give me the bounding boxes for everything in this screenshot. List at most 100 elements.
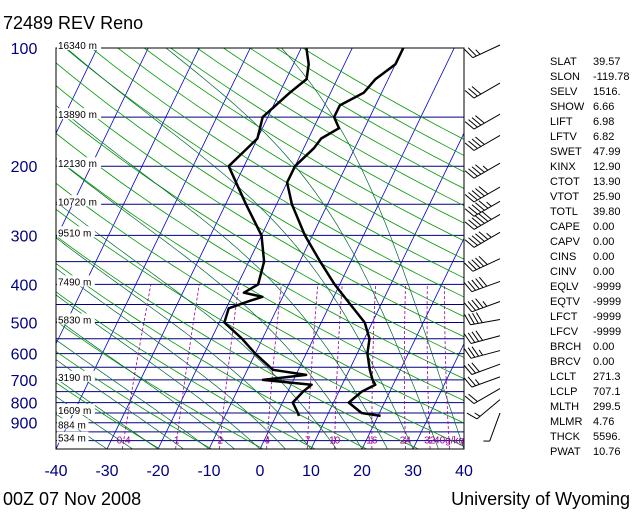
pressure-tick-label: 600 [11, 347, 38, 364]
index-value: 4.76 [593, 416, 615, 428]
wind-barb [464, 211, 501, 230]
barb-staff [470, 335, 501, 344]
index-value: 5596. [593, 431, 621, 443]
barb-half-flag [475, 379, 480, 385]
index-value: 0.00 [593, 356, 615, 368]
moist-adiabat [56, 201, 337, 449]
index-key: TOTL [550, 206, 578, 218]
plot-frame [55, 47, 465, 450]
isotherm-line [412, 342, 464, 449]
chart-grid [56, 48, 464, 449]
height-label: 12130 m [58, 159, 97, 170]
barb-half-flag [478, 349, 484, 356]
barb-staff [489, 412, 501, 442]
index-key: SHOW [550, 101, 585, 113]
barb-staff [473, 186, 501, 203]
barb-flag [468, 237, 478, 246]
mixing-ratio-label: 7 [305, 436, 311, 447]
index-value: 25.90 [593, 191, 621, 203]
dry-adiabat [56, 182, 464, 424]
barb-flag [464, 194, 475, 203]
index-key: BRCH [550, 341, 582, 353]
barb-flag [464, 208, 475, 217]
index-value: -9999 [593, 311, 622, 323]
index-key: BRCV [550, 356, 581, 368]
barb-flag [464, 142, 475, 151]
isotherm-line [208, 48, 404, 449]
index-value: 13.90 [593, 176, 621, 188]
mixing-ratio-line [121, 284, 152, 449]
barb-staff [473, 135, 501, 151]
barb-flag [463, 377, 473, 388]
barb-flag [475, 278, 484, 288]
height-label: 13890 m [58, 110, 97, 121]
barb-flag [468, 192, 478, 201]
barb-flag [478, 255, 488, 265]
index-value: 299.5 [593, 401, 621, 413]
mixing-ratio-line [175, 284, 200, 449]
barb-staff [473, 213, 501, 230]
barb-flag [464, 90, 475, 99]
barb-flag [478, 213, 489, 222]
barb-flag [471, 204, 482, 213]
source-label: University of Wyoming [451, 489, 630, 509]
barb-half-flag [482, 300, 488, 307]
height-label-backing [57, 195, 102, 207]
moist-adiabat [56, 377, 159, 449]
wind-barb [464, 312, 501, 326]
index-value: 6.82 [593, 131, 615, 143]
pressure-tick-label: 200 [11, 159, 38, 176]
wind-barb [463, 346, 501, 359]
barb-flag [464, 170, 475, 179]
height-label-backing [57, 418, 89, 430]
barb-flag [471, 86, 482, 95]
dry-adiabat [64, 48, 464, 298]
isotherm-line [310, 132, 464, 449]
dry-adiabat [56, 291, 316, 449]
wind-barb [464, 82, 501, 99]
barb-staff [470, 318, 501, 326]
mixing-ratio-label: 24 [400, 436, 412, 447]
barb-flag [475, 298, 484, 309]
barb-flag [471, 217, 482, 226]
barb-flag [478, 231, 489, 240]
wind-barb [464, 135, 501, 151]
barb-flag [471, 331, 480, 342]
dry-adiabat [56, 157, 464, 402]
mixing-ratio-label: 32 [424, 436, 436, 447]
barb-staff [473, 231, 501, 248]
index-key: CAPV [550, 236, 580, 248]
dry-adiabat [144, 48, 464, 242]
barb-staff [476, 399, 501, 420]
isotherm-line [157, 48, 353, 449]
barb-flag [471, 138, 482, 147]
barb-flag [468, 313, 475, 325]
pressure-tick-label: 700 [11, 373, 38, 390]
moist-adiabat [56, 359, 184, 449]
barb-flag [471, 299, 480, 310]
temperature-tick-label: -40 [44, 463, 67, 480]
barb-flag [467, 376, 476, 387]
barb-flag [468, 206, 478, 215]
moist-adiabat [56, 339, 210, 449]
moist-adiabat [281, 48, 464, 449]
barb-flag [463, 348, 472, 359]
barb-flag [471, 117, 482, 126]
wind-barb [464, 200, 501, 217]
moist-adiabat [56, 294, 261, 449]
index-value: -119.78 [593, 71, 630, 83]
index-key: VTOT [550, 191, 580, 203]
barb-flag [482, 211, 492, 220]
index-key: EQLV [550, 281, 579, 293]
barb-flag [478, 276, 488, 287]
barb-staff [473, 388, 501, 405]
barb-half-flag [482, 165, 489, 171]
barb-flag [472, 312, 479, 324]
height-label-backing [57, 370, 95, 382]
sounding-traces [223, 48, 405, 418]
station-title: 72489 REV Reno [3, 13, 144, 33]
wind-barb [464, 231, 501, 248]
index-value: -9999 [593, 326, 622, 338]
barb-flag [464, 239, 475, 248]
